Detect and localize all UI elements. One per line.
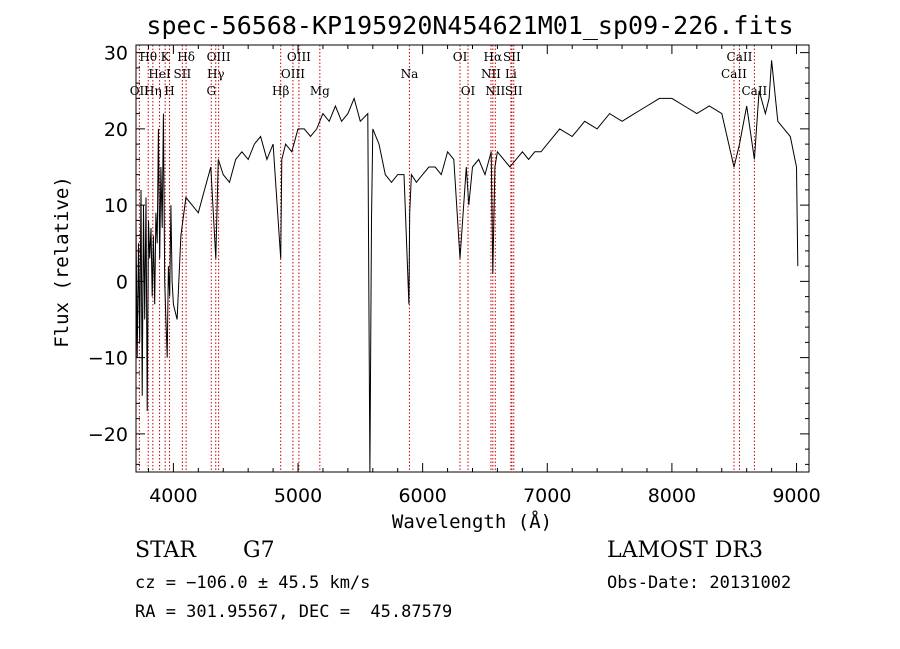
spectral-line-label: Mg — [310, 84, 330, 98]
spectral-line-label: Na — [401, 67, 419, 81]
y-tick-label: 0 — [116, 271, 128, 293]
spectral-line-labels: OIIHθHηHeIKHSIIHδGHγOIIIHβOIIIOIIIMgNaOI… — [130, 50, 768, 98]
spectral-line-label: Hη — [144, 84, 162, 98]
spectral-line-label: Hδ — [177, 50, 195, 64]
spectral-line-label: SII — [505, 84, 523, 98]
observation-date: Obs-Date: 20131002 — [607, 573, 792, 593]
chart-title: spec-56568-KP195920N454621M01_sp09-226.f… — [146, 11, 793, 40]
spectral-line-label: Hθ — [139, 50, 157, 64]
spectral-line-label: K — [161, 50, 171, 64]
y-tick-label: 30 — [104, 43, 128, 65]
y-tick-label: 10 — [104, 195, 128, 217]
spectral-line-label: SII — [174, 67, 192, 81]
spectral-line-markers — [138, 45, 755, 472]
spectral-line-label: CaII — [727, 50, 753, 64]
y-tick-label: −10 — [88, 348, 128, 370]
spectral-line-label: Hα — [484, 50, 503, 64]
x-tick-label: 7000 — [523, 485, 571, 507]
spectral-line-label: OI — [461, 84, 476, 98]
spectral-line-label: Hγ — [207, 67, 225, 81]
spectral-line-label: OII — [130, 84, 150, 98]
plot-frame — [135, 44, 810, 473]
x-tick-label: 8000 — [648, 485, 696, 507]
spectral-line-label: Hβ — [272, 84, 289, 98]
spectral-line-label: H — [164, 84, 174, 98]
y-tick-label: −20 — [88, 424, 128, 446]
spectral-line-label: CaII — [721, 67, 747, 81]
coordinates: RA = 301.95567, DEC = 45.87579 — [135, 602, 453, 622]
survey-name: LAMOST DR3 — [607, 538, 763, 563]
y-axis-label: Flux (relative) — [51, 176, 73, 348]
x-axis-ticks: 4000 5000 6000 7000 8000 9000 — [147, 45, 821, 507]
spectral-line-label: OI — [453, 50, 468, 64]
spectral-line-label: HeI — [148, 67, 171, 81]
y-axis-ticks: −20 −10 0 10 20 30 — [88, 43, 809, 465]
spectral-line-label: NII — [481, 67, 501, 81]
spectral-line-label: OIII — [207, 50, 231, 64]
y-tick-label: 20 — [104, 119, 128, 141]
x-tick-label: 5000 — [274, 485, 322, 507]
spectral-line-label: CaII — [741, 84, 767, 98]
spectral-line-label: G — [206, 84, 216, 98]
spectral-line-label: SII — [503, 50, 521, 64]
x-tick-label: 4000 — [149, 485, 197, 507]
object-subclass: G7 — [243, 538, 275, 563]
x-tick-label: 6000 — [398, 485, 446, 507]
x-axis-label: Wavelength (Å) — [392, 510, 552, 533]
object-type: STAR — [135, 538, 196, 563]
x-tick-label: 9000 — [772, 485, 820, 507]
spectrum-series-line — [135, 60, 799, 473]
spectral-line-label: OIII — [281, 67, 305, 81]
spectral-line-label: OIII — [287, 50, 311, 64]
redshift-velocity: cz = −106.0 ± 45.5 km/s — [135, 573, 371, 593]
spectral-line-label: Li — [505, 67, 517, 81]
spectral-line-label: NII — [485, 84, 505, 98]
